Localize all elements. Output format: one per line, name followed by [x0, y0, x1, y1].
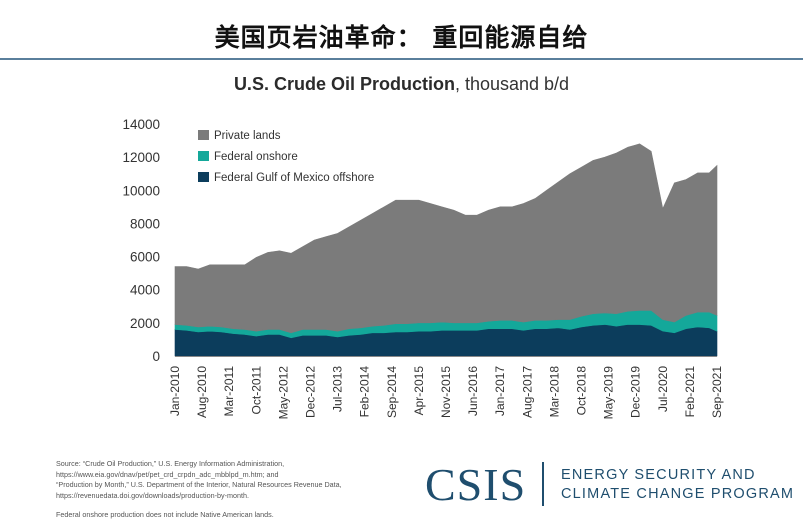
source-line: Source: “Crude Oil Production,” U.S. Ene…	[56, 459, 285, 468]
program-name: ENERGY SECURITY AND CLIMATE CHANGE PROGR…	[561, 466, 794, 504]
x-tick-label: Aug-2010	[195, 366, 209, 418]
x-tick-label: Mar-2018	[547, 366, 561, 418]
y-tick-label: 4000	[130, 283, 160, 298]
x-tick-label: Sep-2021	[710, 366, 724, 418]
x-tick-label: Jan-2010	[168, 366, 182, 416]
x-tick-label: May-2012	[276, 366, 290, 420]
legend-swatch	[198, 151, 209, 161]
x-tick-label: Apr-2015	[412, 366, 426, 416]
chart-title-main: U.S. Crude Oil Production	[233, 74, 455, 94]
source-line: https://www.eia.gov/dnav/pet/pet_crd_crp…	[56, 469, 279, 479]
x-axis: Jan-2010 Aug-2010 Mar-2011 Oct-2011 May-2012…	[168, 356, 724, 420]
y-tick-label: 14000	[122, 117, 160, 132]
chart-title-units: , thousand b/d	[454, 74, 570, 94]
x-tick-label: Jul-2020	[656, 366, 670, 412]
x-tick-label: Oct-2011	[249, 366, 263, 415]
x-tick-label: Dec-2019	[629, 366, 643, 418]
title-divider	[0, 58, 803, 60]
legend-label: Federal onshore	[214, 151, 298, 163]
source-line: https://revenuedata.doi.gov/downloads/pr…	[56, 490, 249, 500]
x-tick-label: Aug-2017	[520, 366, 534, 418]
program-line: CLIMATE CHANGE PROGRAM	[561, 486, 795, 502]
x-tick-label: Oct-2018	[575, 366, 589, 416]
x-tick-label: Jul-2013	[331, 366, 345, 412]
legend-label: Federal Gulf of Mexico offshore	[214, 172, 374, 184]
legend-swatch	[198, 130, 209, 140]
x-tick-label: Mar-2011	[222, 366, 236, 417]
program-line: ENERGY SECURITY AND	[561, 467, 756, 483]
y-tick-label: 6000	[130, 250, 160, 265]
y-tick-label: 8000	[130, 216, 160, 231]
x-tick-label: Feb-2021	[683, 366, 697, 418]
slide-title: 美国页岩油革命： 重回能源自给	[214, 23, 589, 52]
chart-title: U.S. Crude Oil Production, thousand b/d	[0, 74, 803, 95]
x-tick-label: Nov-2015	[439, 366, 453, 418]
y-axis: 0 2000 4000 6000 8000 10000 12000 14000	[122, 117, 160, 364]
y-tick-label: 10000	[122, 183, 160, 198]
area-private-lands	[174, 143, 718, 334]
x-tick-label: Feb-2014	[358, 366, 372, 418]
legend-swatch	[198, 172, 209, 182]
source-note: Source: “Crude Oil Production,” U.S. Ene…	[56, 459, 416, 501]
footnote: Federal onshore production does not incl…	[56, 510, 274, 519]
x-tick-label: Jun-2016	[466, 366, 480, 416]
x-tick-label: Jan-2017	[493, 366, 507, 416]
chart-areas	[174, 143, 718, 357]
y-tick-label: 2000	[130, 316, 160, 331]
y-tick-label: 12000	[122, 150, 160, 165]
x-tick-label: May-2019	[602, 366, 616, 420]
source-line: “Production by Month,” U.S. Department o…	[56, 480, 342, 490]
y-tick-label: 0	[152, 349, 160, 364]
oil-production-chart: 0 2000 4000 6000 8000 10000 12000 14000 Jan-201…	[122, 117, 724, 420]
legend-label: Private lands	[214, 130, 281, 142]
x-tick-label: Dec-2012	[304, 366, 318, 418]
x-tick-label: Sep-2014	[385, 366, 399, 418]
logo-divider	[542, 462, 544, 506]
chart-legend: Private lands Federal onshore Federal Gulf…	[198, 130, 374, 184]
csis-logo: CSIS	[425, 459, 527, 510]
